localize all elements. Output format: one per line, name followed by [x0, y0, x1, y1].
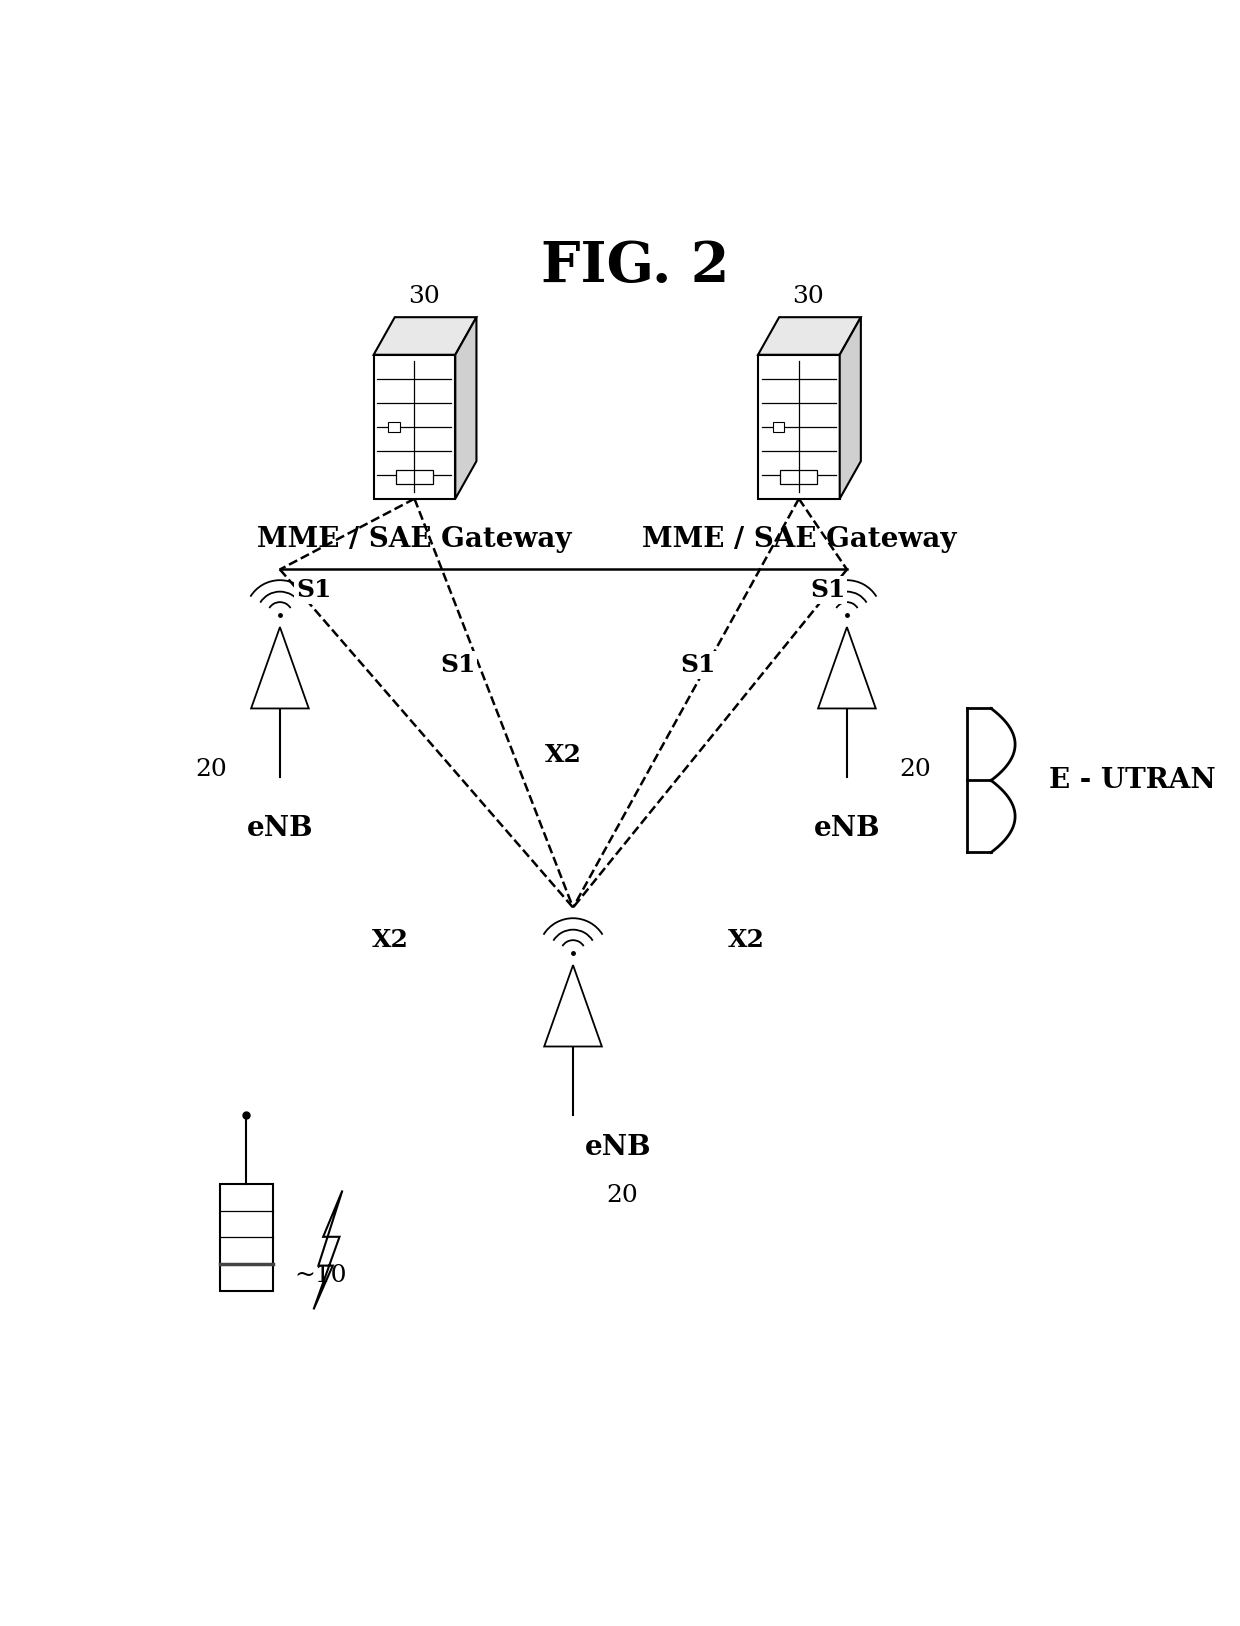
Polygon shape — [758, 354, 839, 499]
FancyBboxPatch shape — [773, 421, 784, 433]
Polygon shape — [250, 628, 309, 709]
Polygon shape — [373, 354, 455, 499]
Text: S1: S1 — [681, 652, 715, 676]
Polygon shape — [818, 628, 875, 709]
FancyBboxPatch shape — [219, 1184, 273, 1291]
Polygon shape — [544, 966, 601, 1047]
FancyBboxPatch shape — [396, 470, 433, 485]
Text: S1: S1 — [296, 577, 331, 602]
Polygon shape — [373, 317, 476, 354]
Text: 30: 30 — [408, 286, 440, 309]
Polygon shape — [455, 317, 476, 499]
FancyBboxPatch shape — [388, 421, 399, 433]
Text: eNB: eNB — [247, 815, 314, 842]
Polygon shape — [314, 1190, 342, 1309]
Text: S1: S1 — [810, 577, 846, 602]
Text: S1: S1 — [440, 652, 475, 676]
Text: eNB: eNB — [584, 1135, 651, 1161]
Text: X2: X2 — [728, 928, 764, 953]
Text: MME / SAE Gateway: MME / SAE Gateway — [641, 527, 956, 553]
Text: E - UTRAN: E - UTRAN — [1049, 767, 1215, 793]
Text: X2: X2 — [546, 743, 582, 767]
FancyBboxPatch shape — [780, 470, 817, 485]
Text: eNB: eNB — [813, 815, 880, 842]
Text: 20: 20 — [196, 758, 227, 782]
Text: 30: 30 — [792, 286, 825, 309]
Polygon shape — [758, 317, 861, 354]
Text: 20: 20 — [606, 1184, 639, 1206]
Text: 20: 20 — [900, 758, 931, 782]
Text: MME / SAE Gateway: MME / SAE Gateway — [257, 527, 572, 553]
Polygon shape — [839, 317, 861, 499]
Text: X2: X2 — [372, 928, 409, 953]
Text: FIG. 2: FIG. 2 — [542, 239, 729, 294]
Text: ~10: ~10 — [294, 1263, 347, 1288]
